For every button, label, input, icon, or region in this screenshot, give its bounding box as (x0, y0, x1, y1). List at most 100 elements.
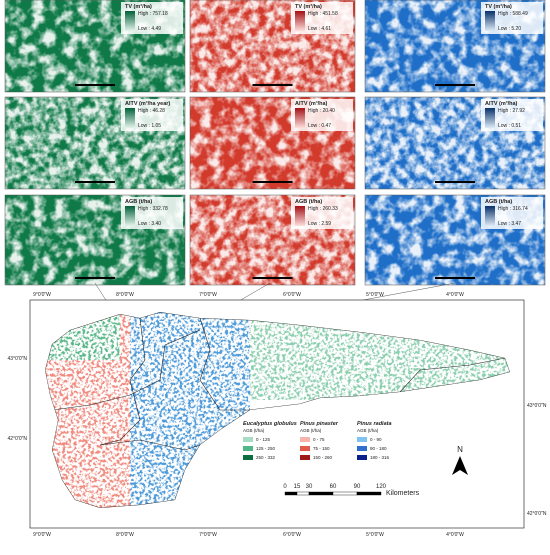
north-label: N (457, 445, 463, 454)
scale-segment (284, 491, 298, 496)
legend-title: TV (m³/ha) (125, 3, 152, 10)
panel-border (364, 0, 546, 93)
legend-high: High : 27.92 (498, 108, 525, 114)
legend-swatch (300, 437, 310, 442)
legend-class: 75 - 150 (313, 446, 330, 451)
legend-title: TV (m³/ha) (295, 3, 322, 10)
north-arrow: N (452, 445, 468, 475)
legend-species: Pinus pinaster (300, 421, 339, 427)
legend-low: Low : 4.49 (138, 26, 161, 32)
legend-low: Low : 5.20 (498, 26, 521, 32)
panel-scalebar (252, 84, 293, 86)
legend-class: 0 - 75 (313, 437, 325, 442)
lon-label-bottom: 7°0'0"W (199, 532, 217, 538)
scale-label: 90 (354, 484, 361, 490)
legend-high: High : 316.74 (498, 206, 528, 212)
legend-title: AITV (m³/ha) (295, 100, 328, 107)
scale-label: 15 (294, 484, 301, 490)
lon-label-bottom: 5°0'0"W (366, 532, 384, 538)
legend-high: High : 451.58 (308, 11, 338, 17)
legend-swatch (357, 446, 367, 451)
province-border (99, 439, 201, 451)
lon-label-top: 8°0'0"W (116, 292, 134, 298)
legend-low: Low : 4.61 (308, 26, 331, 32)
coastline (45, 312, 510, 508)
panel-scalebar (75, 277, 115, 279)
legend-title: TV (m³/ha) (485, 3, 512, 10)
lat-label-left: 42°0'0"N (8, 436, 28, 442)
legend-class: 250 - 332 (256, 455, 276, 460)
map-labels: 9°0'0"W 9°0'0"W 8°0'0"W 8°0'0"W 7°0'0"W 7°0'0… (8, 292, 547, 538)
panel-border (189, 0, 356, 93)
scale-segment (308, 491, 334, 496)
map-panel: AITV (m³/ha year)High : 46.28 Low : 1.05 (4, 96, 186, 190)
legend-species: Eucalyptus globulus (243, 421, 297, 427)
panel-border (4, 96, 186, 190)
lon-label-top: 9°0'0"W (33, 292, 51, 298)
province-border (99, 317, 146, 446)
panel-scalebar (252, 181, 293, 183)
legend-ramp (295, 206, 305, 226)
legend-ramp (485, 108, 495, 128)
legend-class: 125 - 250 (256, 446, 276, 451)
scale-unit: Kilometers (386, 490, 420, 497)
legend-high: High : 260.33 (308, 206, 338, 212)
region-border (199, 317, 250, 411)
legend-species: Pinus radiata (357, 421, 392, 427)
legend-low: Low : 3.47 (498, 221, 521, 227)
legend-title: AGB (t/ha) (485, 199, 512, 205)
panel-scalebar (435, 277, 475, 279)
legend-title: AITV (m³/ha year) (125, 100, 170, 107)
lat-label-left: 43°0'0"N (8, 356, 28, 362)
legend-ramp (125, 108, 135, 128)
province-border (51, 329, 201, 411)
legend-class: 0 - 125 (256, 437, 271, 442)
scale-label: 120 (376, 484, 387, 490)
panel-scalebar (75, 84, 115, 86)
legend-title: AGB (t/ha) (295, 199, 322, 205)
legend-ramp (125, 11, 135, 31)
legend-high: High : 46.28 (138, 108, 165, 114)
legend-title: AITV (m³/ha) (485, 100, 518, 107)
legend-ramp (485, 11, 495, 31)
map-panel: TV (m³/ha)High : 588.49 Low : 5.20 (364, 0, 546, 93)
panel-border (364, 194, 546, 286)
legend-swatch (300, 446, 310, 451)
region-border (399, 357, 506, 393)
legend-low: Low : 2.59 (308, 221, 331, 227)
map-panel: TV (m³/ha)High : 451.58 Low : 4.61 (189, 0, 356, 93)
scale-segment (332, 491, 358, 496)
legend-class: 150 - 260 (313, 455, 333, 460)
legend-unit: AGB (t/ha) (243, 428, 265, 433)
legend-unit: AGB (t/ha) (357, 428, 379, 433)
panel-border (189, 96, 356, 190)
legend-class: 0 - 90 (370, 437, 382, 442)
legend-swatch (243, 446, 253, 451)
scale-segment (356, 491, 382, 496)
legend-low: Low : 3.40 (138, 221, 161, 227)
legend-swatch (243, 455, 253, 460)
legend-ramp (485, 206, 495, 226)
lon-label-bottom: 9°0'0"W (33, 532, 51, 538)
legend-swatch (300, 455, 310, 460)
legend-class: 180 - 316 (370, 455, 390, 460)
panel-scalebar (75, 181, 115, 183)
panel-border (364, 96, 546, 190)
legend-low: Low : 1.05 (138, 123, 161, 129)
legend-title: AGB (t/ha) (125, 199, 152, 205)
legend-swatch (357, 455, 367, 460)
panel-scalebar (252, 277, 293, 279)
lon-label-bottom: 4°0'0"W (446, 532, 464, 538)
scale-label: 60 (330, 484, 337, 490)
legend-high: High : 20.40 (308, 108, 335, 114)
lon-label-top: 7°0'0"W (199, 292, 217, 298)
map-panel: AGB (t/ha)High : 332.78 Low : 3.40 (4, 194, 186, 286)
map-panel: AITV (m³/ha)High : 20.40 Low : 0.47 (189, 96, 356, 190)
lon-label-bottom: 6°0'0"W (283, 532, 301, 538)
map-panel: TV (m³/ha)High : 757.18 Low : 4.49 (4, 0, 186, 93)
panel-scalebar (435, 84, 475, 86)
legend-high: High : 588.49 (498, 11, 528, 17)
